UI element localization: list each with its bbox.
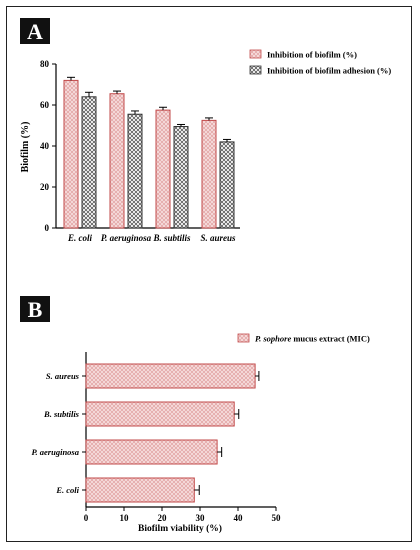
bar-b-e-coli	[85, 477, 195, 503]
panel-a-y-tick-label: 0	[45, 223, 50, 233]
legend-label-mucus: P. sophore mucus extract (MIC)	[255, 334, 370, 344]
panel-b-x-tick-label: 0	[84, 513, 89, 523]
bar-a-s-aureus-s2	[219, 141, 235, 229]
panel-b-x-tick-label: 40	[234, 513, 244, 523]
legend-label-mucus-rest: mucus extract (MIC)	[291, 334, 370, 344]
bar-a-s-aureus-s1	[201, 119, 217, 229]
panel-a-y-tick-label: 60	[40, 100, 50, 110]
panel-b-badge	[20, 296, 50, 322]
bar-b-p-aeruginosa	[85, 439, 218, 465]
panel-a-letter: A	[27, 19, 43, 44]
legend-swatch-adhesion	[249, 65, 262, 75]
bar-a-p-aeruginosa-s1	[109, 93, 125, 229]
bar-b-b-subtilis	[85, 401, 235, 427]
panel-b-x-tick-label: 30	[196, 513, 206, 523]
bar-b-s-aureus	[85, 363, 256, 389]
panel-b-y-tick-label: B. subtilis	[43, 409, 80, 419]
bar-a-p-aeruginosa-s2	[127, 113, 143, 229]
panel-a: A 0 20 40 60 80 E. coli P. aeruginosa B. subtil…	[20, 18, 391, 243]
panel-b-y-tick-label: S. aureus	[46, 371, 80, 381]
panel-a-y-tick-label: 40	[40, 141, 50, 151]
legend-label-adhesion: Inhibition of biofilm adhesion (%)	[267, 66, 391, 76]
panel-a-badge	[20, 18, 50, 44]
panel-a-x-tick-label: E. coli	[67, 233, 92, 243]
panel-a-y-tick-label: 80	[40, 59, 50, 69]
panel-b-x-tick-label: 20	[158, 513, 168, 523]
panel-b-y-tick-label: E. coli	[55, 485, 79, 495]
legend-swatch-inhibition	[249, 49, 262, 59]
panel-a-x-tick-label: B. subtilis	[152, 233, 191, 243]
bar-a-b-subtilis-s2	[173, 126, 189, 229]
panel-b-y-tick-label: P. aeruginosa	[31, 447, 79, 457]
bar-a-b-subtilis-s1	[155, 109, 171, 229]
panel-b: B 0 10 20 30 40 50 S. aureus B. subtilis P. aeru…	[20, 296, 370, 534]
panel-b-x-tick-label: 10	[120, 513, 130, 523]
bar-a-e-coli-s1	[63, 79, 79, 229]
panel-a-ylabel: Biofilm (%)	[20, 122, 31, 173]
legend-swatch-mucus	[237, 333, 250, 343]
panel-b-letter: B	[28, 297, 43, 322]
panel-a-y-tick-label: 20	[40, 182, 50, 192]
bar-a-e-coli-s2	[81, 96, 97, 229]
panel-a-x-tick-label: S. aureus	[200, 233, 236, 243]
panel-b-xlabel: Biofilm viability (%)	[138, 523, 222, 534]
legend-label-mucus-italic: P. sophore	[255, 334, 291, 344]
panel-b-x-tick-label: 50	[272, 513, 282, 523]
legend-label-inhibition: Inhibition of biofilm (%)	[267, 50, 357, 60]
panel-a-x-tick-label: P. aeruginosa	[101, 233, 152, 243]
